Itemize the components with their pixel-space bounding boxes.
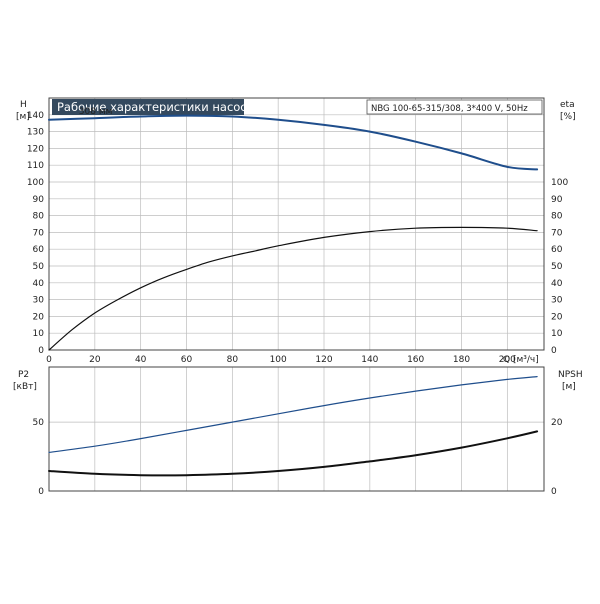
h-tick-label: 50 [33, 262, 45, 272]
chart-title: Рабочие характеристики насоса [57, 100, 254, 114]
h-tick-label: 30 [33, 296, 45, 306]
right-axis-label-eta: eta [560, 100, 575, 110]
x-tick-label: 200 [499, 355, 516, 365]
h-tick-label: 60 [33, 245, 45, 255]
eta-tick-label: 100 [551, 178, 568, 188]
x-tick-label: 60 [181, 355, 193, 365]
curves [48, 114, 539, 477]
p2-tick-label: 0 [38, 487, 44, 497]
npsh-tick-label: 0 [551, 487, 557, 497]
x-tick-label: 20 [89, 355, 101, 365]
h-tick-label: 80 [33, 212, 45, 222]
eta-tick-label: 80 [551, 212, 563, 222]
h-tick-label: 110 [27, 161, 44, 171]
right-axis-label-npsh: NPSH [558, 370, 583, 380]
x-tick-label: 0 [46, 355, 52, 365]
x-axis-label: Q [м³/ч] [503, 355, 539, 365]
subtitle-box [366, 99, 543, 115]
h-tick-label: 140 [27, 111, 44, 121]
x-tick-label: 120 [315, 355, 332, 365]
x-tick-label: 80 [227, 355, 239, 365]
eta-tick-label: 0 [551, 346, 557, 356]
series-line-npsh [48, 430, 539, 477]
p2-tick-label: 50 [33, 418, 45, 428]
h-tick-label: 70 [33, 228, 45, 238]
left-axis-unit-h: [м] [16, 112, 30, 122]
h-tick-label: 10 [33, 329, 45, 339]
top-panel-grid [49, 98, 544, 350]
eta-tick-label: 50 [551, 262, 563, 272]
left-axis-label-p2: P2 [18, 370, 29, 380]
series-line-h [48, 114, 539, 171]
impeller-annotation: 308 мм [79, 107, 113, 117]
right-axis-unit-npsh: [м] [562, 382, 576, 392]
npsh-tick-label: 20 [551, 418, 563, 428]
eta-tick-label: 10 [551, 329, 563, 339]
eta-tick-label: 70 [551, 228, 563, 238]
h-tick-label: 20 [33, 312, 45, 322]
chart-subtitle: NBG 100-65-315/308, 3*400 V, 50Hz [371, 104, 528, 114]
eta-tick-label: 90 [551, 195, 563, 205]
bottom-panel-frame [48, 366, 545, 492]
h-tick-label: 120 [27, 144, 44, 154]
h-tick-label: 40 [33, 279, 45, 289]
eta-tick-label: 40 [551, 279, 563, 289]
x-tick-label: 100 [270, 355, 287, 365]
top-panel-frame [48, 97, 545, 351]
x-tick-label: 160 [407, 355, 424, 365]
x-tick-label: 180 [453, 355, 470, 365]
h-tick-label: 90 [33, 195, 45, 205]
bottom-panel-grid [49, 367, 544, 491]
h-tick-label: 100 [27, 178, 44, 188]
h-tick-label: 130 [27, 128, 44, 138]
eta-tick-label: 60 [551, 245, 563, 255]
eta-tick-label: 30 [551, 296, 563, 306]
x-tick-label: 140 [361, 355, 378, 365]
series-line-eta [48, 226, 538, 351]
left-axis-label-h: H [20, 100, 27, 110]
h-tick-label: 0 [38, 346, 44, 356]
right-axis-unit-eta: [%] [560, 112, 576, 122]
eta-tick-label: 20 [551, 312, 563, 322]
left-axis-unit-p2: [кВт] [13, 382, 37, 392]
tick-labels: 0 20 40 60 80 100 120 140 160 180 2000102030405060… [27, 111, 569, 497]
x-tick-label: 40 [135, 355, 147, 365]
series-line-p2 [48, 376, 538, 453]
title-box [52, 99, 244, 115]
